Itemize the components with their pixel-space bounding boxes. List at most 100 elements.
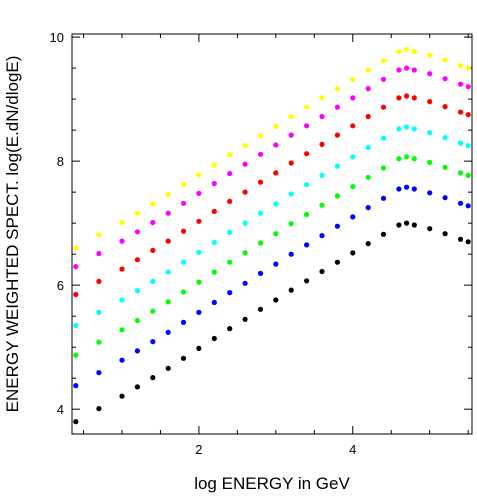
data-point: [457, 63, 464, 69]
data-point: [73, 383, 79, 389]
data-point: [350, 184, 356, 190]
data-point: [196, 172, 202, 178]
data-point: [380, 135, 387, 141]
data-point: [365, 113, 371, 120]
data-point: [73, 419, 79, 425]
data-point: [411, 186, 417, 192]
data-point: [427, 71, 433, 77]
data-point: [319, 141, 325, 147]
data-point: [288, 113, 294, 120]
data-point: [180, 200, 187, 206]
data-point: [304, 104, 310, 110]
series-2: [73, 154, 471, 358]
data-point: [465, 65, 471, 71]
data-point: [150, 219, 156, 226]
data-points: [73, 46, 471, 425]
data-point: [227, 152, 233, 158]
data-point: [396, 48, 402, 55]
data-point: [411, 156, 417, 162]
data-point: [242, 161, 248, 167]
data-point: [96, 406, 102, 412]
data-point: [165, 299, 171, 305]
data-point: [319, 172, 325, 178]
data-point: [119, 327, 125, 333]
data-point: [165, 192, 171, 198]
data-point: [334, 223, 340, 229]
data-point: [465, 203, 471, 209]
data-point: [165, 365, 171, 371]
data-point: [227, 198, 233, 204]
data-point: [457, 81, 464, 87]
data-point: [96, 232, 102, 238]
data-point: [165, 238, 171, 244]
data-point: [334, 163, 340, 169]
data-point: [211, 239, 217, 245]
data-point: [227, 326, 233, 332]
data-point: [242, 220, 248, 226]
data-point: [165, 269, 171, 275]
x-tick-label: 4: [349, 442, 356, 457]
data-point: [442, 164, 448, 170]
data-point: [150, 375, 156, 381]
data-point: [273, 297, 279, 303]
data-point: [150, 278, 156, 284]
data-point: [165, 210, 171, 216]
data-point: [304, 151, 310, 157]
data-point: [411, 95, 417, 101]
data-point: [242, 250, 248, 256]
data-point: [73, 264, 79, 270]
data-point: [350, 123, 356, 129]
data-point: [334, 193, 340, 199]
data-point: [227, 170, 233, 177]
data-point: [119, 393, 125, 399]
data-point: [211, 208, 217, 214]
data-point: [257, 210, 264, 216]
data-point: [257, 270, 264, 276]
data-point: [380, 195, 387, 201]
data-point: [150, 339, 156, 345]
data-point: [457, 236, 464, 242]
data-point: [227, 229, 233, 235]
x-tick-label: 2: [195, 442, 202, 457]
data-point: [304, 182, 310, 188]
data-point: [288, 160, 294, 166]
data-point: [96, 278, 102, 284]
data-point: [165, 329, 171, 335]
data-point: [257, 240, 264, 246]
data-point: [257, 133, 264, 139]
data-point: [242, 316, 248, 322]
data-point: [150, 247, 156, 253]
data-point: [396, 126, 402, 132]
data-point: [396, 67, 402, 73]
data-point: [242, 189, 248, 195]
data-point: [427, 52, 433, 58]
data-point: [380, 58, 387, 64]
data-point: [365, 67, 371, 73]
data-point: [380, 231, 387, 237]
y-tick-label: 4: [57, 402, 64, 417]
data-point: [465, 112, 471, 118]
y-tick-label: 8: [57, 154, 64, 169]
data-point: [442, 76, 448, 82]
data-point: [196, 190, 202, 196]
data-point: [196, 309, 202, 315]
data-point: [119, 297, 125, 303]
data-point: [350, 76, 356, 82]
data-point: [134, 257, 140, 263]
data-point: [319, 233, 325, 239]
series-1: [73, 184, 471, 389]
data-point: [180, 319, 187, 325]
data-point: [396, 156, 402, 162]
data-point: [465, 143, 471, 149]
ticks: [72, 34, 472, 434]
data-point: [288, 132, 294, 138]
series-5: [73, 65, 471, 270]
data-point: [465, 239, 471, 245]
data-point: [96, 339, 102, 345]
data-point: [319, 95, 325, 101]
data-point: [73, 291, 79, 298]
data-point: [334, 132, 340, 138]
data-point: [227, 290, 233, 296]
y-tick-label: 10: [50, 30, 64, 45]
